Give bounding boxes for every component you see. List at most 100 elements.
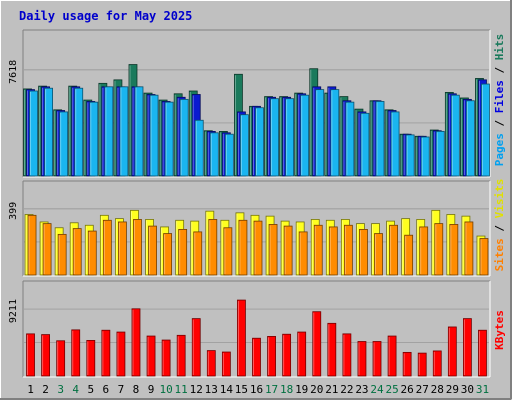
y-max-label: 399 bbox=[8, 202, 19, 220]
x-tick-label: 14 bbox=[220, 383, 234, 396]
bar-pages bbox=[345, 101, 355, 177]
bar-kbytes bbox=[297, 331, 307, 377]
bar-sites bbox=[313, 224, 323, 276]
series-sites bbox=[27, 214, 489, 276]
x-tick-label: 21 bbox=[325, 383, 338, 396]
bar-kbytes bbox=[101, 329, 111, 377]
legend-visits: Visits bbox=[493, 179, 506, 219]
bar-kbytes bbox=[463, 318, 472, 377]
x-tick-label: 6 bbox=[103, 383, 110, 396]
bar-pages bbox=[119, 86, 129, 177]
y-max-label: 9211 bbox=[8, 299, 19, 323]
bar-kbytes bbox=[206, 350, 216, 377]
x-tick-label: 1 bbox=[27, 383, 34, 396]
series-pages bbox=[29, 83, 490, 177]
bar-sites bbox=[449, 224, 459, 276]
bar-pages bbox=[74, 87, 84, 177]
bar-sites bbox=[27, 214, 37, 276]
x-tick-label: 25 bbox=[385, 383, 398, 396]
bar-kbytes bbox=[71, 329, 81, 377]
bar-pages bbox=[255, 107, 264, 177]
bar-kbytes bbox=[417, 352, 427, 377]
x-tick-label: 16 bbox=[250, 383, 263, 396]
bar-kbytes bbox=[387, 335, 397, 377]
bar-kbytes bbox=[191, 318, 201, 377]
x-tick-label: 18 bbox=[280, 383, 293, 396]
x-tick-label: 20 bbox=[310, 383, 323, 396]
bar-sites bbox=[343, 224, 353, 276]
x-tick-label: 15 bbox=[235, 383, 248, 396]
bar-kbytes bbox=[131, 308, 141, 377]
bar-sites bbox=[208, 219, 218, 276]
bar-sites bbox=[238, 219, 248, 276]
bar-pages bbox=[240, 114, 249, 177]
bar-pages bbox=[179, 98, 189, 177]
panel-hits-files-pages: 7618 Pages / Files / Hits bbox=[8, 29, 506, 178]
x-tick-label: 26 bbox=[401, 383, 414, 396]
bar-sites bbox=[42, 223, 52, 276]
x-tick-label: 22 bbox=[340, 383, 353, 396]
bar-sites bbox=[178, 229, 188, 276]
bar-kbytes bbox=[478, 329, 487, 377]
panel-visits-sites: 399 Sites / Visits bbox=[8, 179, 506, 277]
x-tick-label: 17 bbox=[265, 383, 278, 396]
bar-pages bbox=[29, 90, 38, 177]
bar-kbytes bbox=[282, 333, 292, 377]
bar-sites bbox=[464, 221, 474, 276]
bar-pages bbox=[450, 94, 460, 177]
bar-pages bbox=[89, 101, 99, 177]
bar-pages bbox=[420, 136, 430, 177]
bar-sites bbox=[283, 225, 293, 276]
bar-kbytes bbox=[176, 334, 186, 377]
bar-pages bbox=[360, 112, 370, 177]
bar-kbytes bbox=[41, 334, 50, 377]
legend-sites: Sites bbox=[493, 238, 506, 271]
x-tick-label: 19 bbox=[295, 383, 308, 396]
bar-kbytes bbox=[432, 350, 442, 377]
x-tick-label: 12 bbox=[190, 383, 203, 396]
bar-pages bbox=[435, 131, 445, 177]
bar-pages bbox=[315, 89, 325, 177]
x-tick-label: 2 bbox=[42, 383, 49, 396]
bar-pages bbox=[330, 89, 340, 177]
x-tick-label: 4 bbox=[72, 383, 79, 396]
bar-sites bbox=[72, 228, 82, 276]
bar-kbytes bbox=[221, 351, 231, 377]
bar-sites bbox=[404, 234, 414, 276]
bar-pages bbox=[194, 119, 204, 177]
bar-kbytes bbox=[237, 299, 246, 377]
bar-pages bbox=[481, 83, 490, 177]
x-tick-label: 27 bbox=[416, 383, 429, 396]
bar-sites bbox=[57, 233, 67, 276]
bar-pages bbox=[134, 86, 144, 177]
bar-sites bbox=[298, 231, 308, 276]
x-axis-labels: 1 2 3 4 5 6 7 8 9 10 11 12 13 14 15 16 17 18 19 20 21 22 23 24 2… bbox=[27, 383, 489, 396]
x-tick-label: 23 bbox=[355, 383, 368, 396]
bar-pages bbox=[44, 87, 53, 177]
bar-pages bbox=[390, 111, 400, 177]
bar-sites bbox=[118, 221, 127, 276]
bar-kbytes bbox=[267, 336, 276, 377]
bar-pages bbox=[300, 94, 310, 177]
x-tick-label: 9 bbox=[148, 383, 155, 396]
bar-sites bbox=[253, 220, 263, 276]
bar-kbytes bbox=[26, 333, 35, 377]
bar-pages bbox=[224, 133, 234, 177]
bar-pages bbox=[104, 86, 114, 177]
bar-kbytes bbox=[447, 326, 457, 377]
right-legend: KBytes bbox=[493, 310, 506, 350]
x-tick-label: 31 bbox=[476, 383, 489, 396]
bar-kbytes bbox=[342, 333, 352, 377]
bar-sites bbox=[359, 229, 368, 276]
bar-kbytes bbox=[357, 341, 367, 377]
legend-separator: / bbox=[493, 113, 506, 133]
x-tick-label: 30 bbox=[461, 383, 474, 396]
legend-pages: Pages bbox=[493, 133, 506, 166]
chart-panels: 7618 Pages / Files / Hits 399 Sites / Visit… bbox=[8, 29, 506, 378]
bar-pages bbox=[149, 94, 159, 177]
bar-sites bbox=[479, 238, 489, 276]
x-tick-label: 13 bbox=[205, 383, 218, 396]
x-tick-label: 5 bbox=[87, 383, 94, 396]
bar-sites bbox=[389, 224, 398, 276]
